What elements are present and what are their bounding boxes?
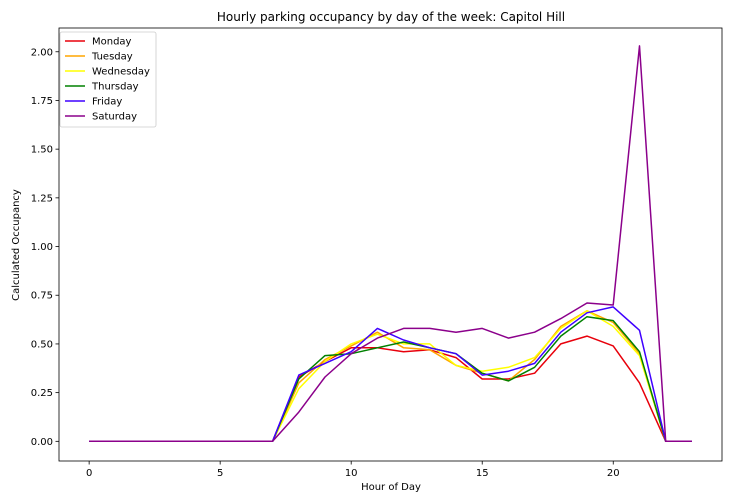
axes-frame (58, 27, 723, 462)
series-line-tuesday (89, 310, 692, 443)
series-line-friday (89, 306, 692, 443)
legend-label-wednesday: Wednesday (92, 67, 150, 78)
series-line-monday (89, 335, 692, 443)
y-tick-label: 0.00 (31, 437, 53, 448)
y-tick-label: 1.00 (31, 242, 53, 253)
x-tick-label: 20 (607, 468, 620, 479)
legend-label-tuesday: Tuesday (91, 52, 133, 63)
y-axis-ticks: 0.00 0.25 0.50 0.75 1.00 1.25 1.50 1.75 2.00 (31, 47, 59, 448)
x-tick-label: 10 (345, 468, 358, 479)
x-axis-ticks: 0 5 10 15 20 (86, 461, 620, 479)
legend-label-friday: Friday (92, 97, 122, 108)
legend-label-thursday: Thursday (91, 82, 139, 93)
y-tick-label: 0.75 (31, 291, 53, 302)
x-tick-label: 15 (476, 468, 489, 479)
plot-lines (89, 45, 692, 443)
legend-label-monday: Monday (92, 37, 132, 48)
legend-label-saturday: Saturday (92, 112, 137, 123)
y-tick-label: 1.25 (31, 193, 53, 204)
y-tick-label: 1.75 (31, 96, 53, 107)
x-tick-label: 5 (217, 468, 223, 479)
legend: Monday Tuesday Wednesday Thursday Friday Satu… (59, 31, 157, 128)
y-tick-label: 2.00 (31, 47, 53, 58)
series-line-wednesday (89, 310, 692, 443)
y-axis-label: Calculated Occupancy (11, 189, 22, 301)
chart-title: Hourly parking occupancy by day of the w… (217, 10, 565, 24)
series-line-thursday (89, 315, 692, 443)
y-tick-label: 0.25 (31, 388, 53, 399)
y-tick-label: 1.50 (31, 145, 53, 156)
y-tick-label: 0.50 (31, 339, 53, 350)
series-line-saturday (89, 45, 692, 443)
x-tick-label: 0 (86, 468, 92, 479)
x-axis-label: Hour of Day (361, 482, 421, 493)
